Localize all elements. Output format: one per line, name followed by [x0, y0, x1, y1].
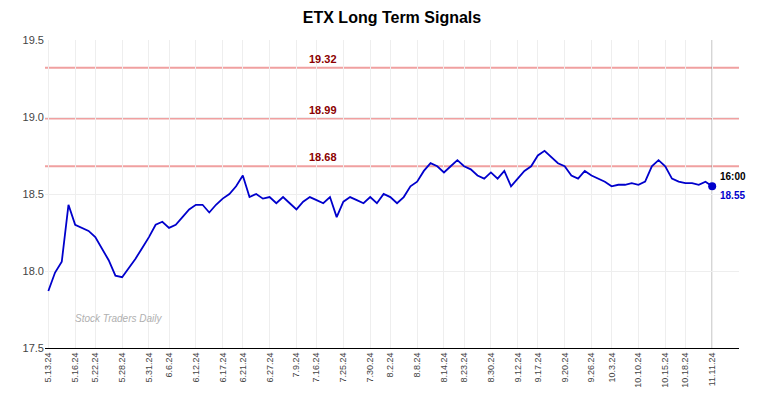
svg-text:10.10.24: 10.10.24: [633, 353, 643, 388]
svg-text:18.99: 18.99: [309, 104, 337, 116]
svg-text:6.21.24: 6.21.24: [238, 353, 248, 383]
svg-text:7.25.24: 7.25.24: [338, 353, 348, 383]
svg-text:6.12.24: 6.12.24: [191, 353, 201, 383]
svg-text:7.9.24: 7.9.24: [291, 353, 301, 378]
svg-text:7.30.24: 7.30.24: [365, 353, 375, 383]
svg-text:10.15.24: 10.15.24: [660, 353, 670, 388]
svg-text:17.5: 17.5: [23, 342, 44, 354]
svg-text:19.5: 19.5: [23, 34, 44, 46]
svg-text:18.0: 18.0: [23, 265, 44, 277]
svg-text:18.68: 18.68: [309, 151, 337, 163]
svg-text:9.17.24: 9.17.24: [533, 353, 543, 383]
svg-text:5.16.24: 5.16.24: [70, 353, 80, 383]
svg-text:16:00: 16:00: [720, 171, 746, 182]
svg-text:6.6.24: 6.6.24: [164, 353, 174, 378]
svg-text:5.22.24: 5.22.24: [90, 353, 100, 383]
svg-text:11.11.24: 11.11.24: [707, 353, 717, 387]
svg-text:8.30.24: 8.30.24: [486, 353, 496, 383]
svg-text:9.12.24: 9.12.24: [513, 353, 523, 383]
svg-text:9.20.24: 9.20.24: [560, 353, 570, 383]
svg-text:6.27.24: 6.27.24: [265, 353, 275, 383]
svg-text:19.32: 19.32: [309, 53, 337, 65]
svg-text:8.2.24: 8.2.24: [385, 353, 395, 378]
svg-text:ETX Long Term Signals: ETX Long Term Signals: [303, 9, 481, 26]
svg-text:5.13.24: 5.13.24: [43, 353, 53, 383]
svg-text:18.55: 18.55: [720, 190, 745, 201]
svg-text:8.14.24: 8.14.24: [439, 353, 449, 383]
svg-text:18.5: 18.5: [23, 188, 44, 200]
svg-text:9.26.24: 9.26.24: [586, 353, 596, 383]
svg-text:5.28.24: 5.28.24: [117, 353, 127, 383]
svg-text:8.8.24: 8.8.24: [412, 353, 422, 378]
svg-text:6.17.24: 6.17.24: [218, 353, 228, 383]
svg-text:10.3.24: 10.3.24: [607, 353, 617, 383]
svg-text:Stock Traders Daily: Stock Traders Daily: [75, 313, 163, 324]
svg-text:19.0: 19.0: [23, 111, 44, 123]
svg-text:8.23.24: 8.23.24: [459, 353, 469, 383]
svg-text:10.18.24: 10.18.24: [680, 353, 690, 388]
svg-text:5.31.24: 5.31.24: [144, 353, 154, 383]
svg-text:7.16.24: 7.16.24: [311, 353, 321, 383]
